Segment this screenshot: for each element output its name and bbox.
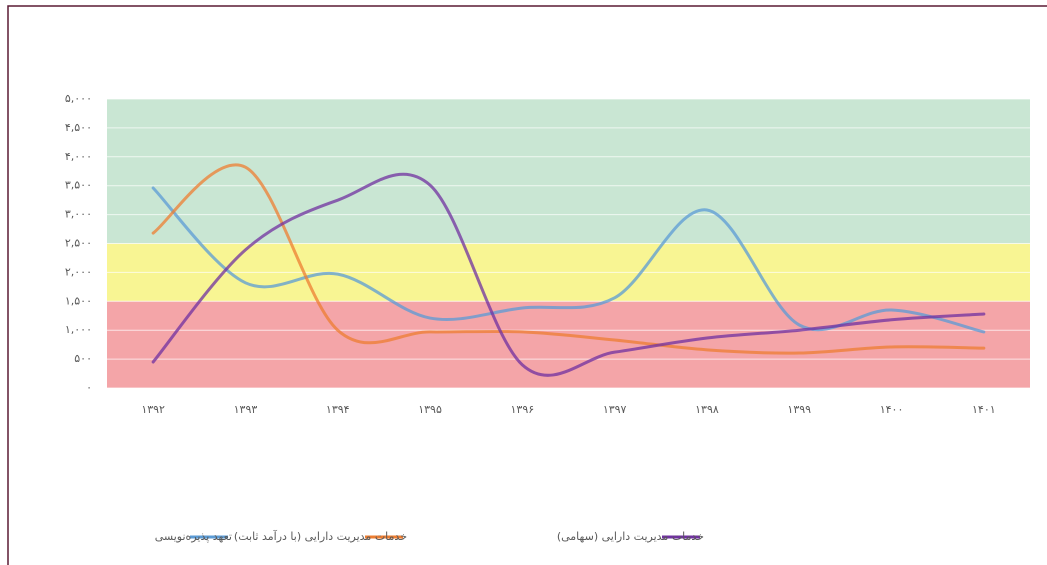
series-line — [151, 163, 986, 355]
legend-label: تعهد پذیره‌نویسی — [155, 530, 232, 543]
series-line — [151, 172, 986, 377]
x-tick-label: ۱۳۹۹ — [787, 403, 811, 416]
x-tick-label: ۱۳۹۶ — [511, 403, 535, 416]
y-tick-label: ۵,۰۰۰ — [65, 92, 92, 105]
y-tick-label: ۴,۵۰۰ — [65, 121, 92, 134]
band — [107, 301, 1030, 388]
legend-label: خدمات مدیریت دارایی (با درآمد ثابت) — [234, 529, 407, 543]
y-tick-label: ۱,۵۰۰ — [65, 294, 92, 307]
x-tick-label: ۱۳۹۵ — [418, 403, 442, 416]
y-tick-label: ۱,۰۰۰ — [65, 323, 92, 336]
x-tick-label: ۱۳۹۴ — [326, 403, 350, 416]
frame — [7, 5, 1047, 565]
y-tick-label: ۰ — [86, 381, 92, 394]
y-tick-label: ۳,۰۰۰ — [65, 208, 92, 221]
x-tick-label: ۱۳۹۳ — [234, 403, 258, 416]
y-tick-label: ۴,۰۰۰ — [65, 150, 92, 163]
y-tick-label: ۳,۵۰۰ — [65, 179, 92, 192]
y-tick-label: ۵۰۰ — [74, 352, 92, 365]
x-tick-label: ۱۴۰۱ — [972, 403, 996, 416]
x-tick-label: ۱۴۰۰ — [880, 403, 904, 416]
x-tick-label: ۱۳۹۲ — [141, 403, 165, 416]
band — [107, 99, 1030, 244]
legend-label: خدمات مدیریت دارایی (سهامی) — [557, 530, 704, 543]
y-tick-label: ۲,۰۰۰ — [65, 265, 92, 278]
y-tick-label: ۲,۵۰۰ — [65, 237, 92, 250]
x-tick-label: ۱۳۹۷ — [603, 403, 627, 416]
x-tick-label: ۱۳۹۸ — [695, 403, 719, 416]
